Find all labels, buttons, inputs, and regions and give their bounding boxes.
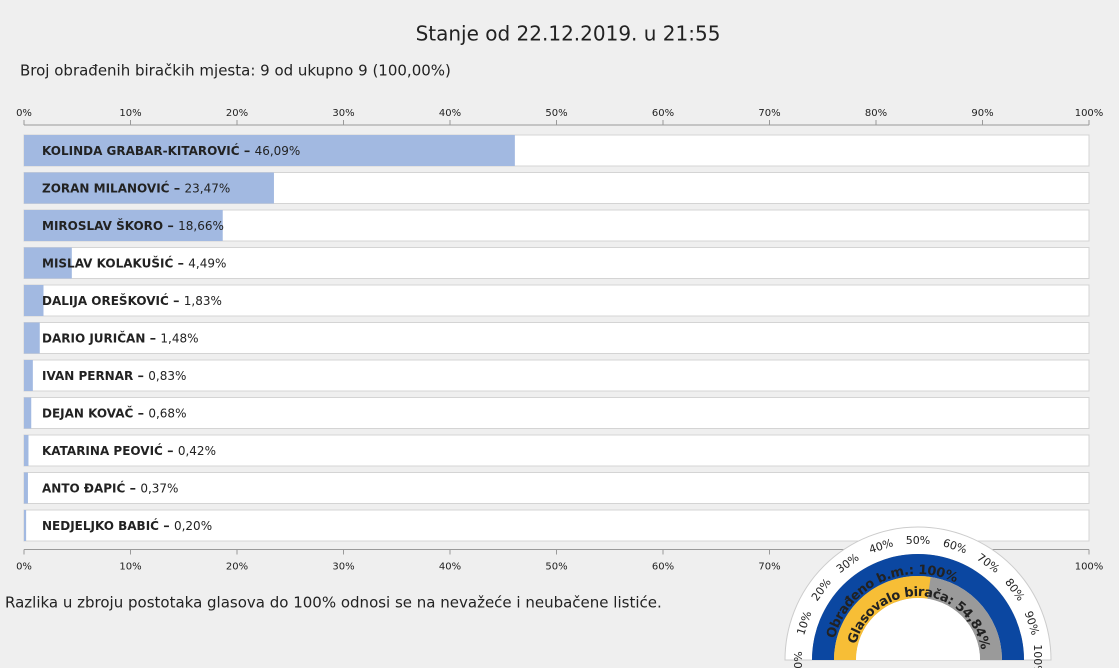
label-separator <box>174 188 180 190</box>
bar <box>24 472 28 504</box>
x-tick-label: 100% <box>1075 108 1104 119</box>
chart-note: Razlika u zbroju postotaka glasova do 10… <box>5 594 662 612</box>
bar-track <box>23 284 1090 317</box>
bar-category-label: KOLINDA GRABAR-KITAROVIĆ <box>42 143 240 158</box>
bar <box>24 135 515 166</box>
x-tick-label: 90% <box>971 108 993 119</box>
bar-value-label: 0,83% <box>148 369 186 383</box>
chart-subtitle: Broj obrađenih biračkih mjesta: 9 od uku… <box>20 62 451 80</box>
x-tick-label: 40% <box>439 562 461 573</box>
x-tick-label: 30% <box>332 562 354 573</box>
label-separator <box>138 375 144 378</box>
x-tick-label: 10% <box>119 562 141 573</box>
gauge-tick-label: 0% <box>792 651 805 668</box>
label-separator <box>244 150 250 153</box>
label-separator <box>138 413 144 415</box>
bar-value-label: 46,09% <box>255 144 301 158</box>
bar-track <box>23 247 1090 279</box>
gauge-tick-label: 100% <box>1031 644 1044 668</box>
bar-category-label: MIROSLAV ŠKORO <box>42 218 163 233</box>
bar-value-label: 18,66% <box>178 219 224 233</box>
x-tick-label: 70% <box>758 562 780 573</box>
label-separator <box>167 450 173 453</box>
gauge-tick-label: 50% <box>906 534 930 547</box>
x-tick-label: 50% <box>545 562 567 573</box>
x-tick-label: 100% <box>1075 562 1104 573</box>
gauge-arc <box>812 553 1024 660</box>
x-tick-label: 30% <box>332 108 354 119</box>
bar-value-label: 1,83% <box>184 294 222 308</box>
bar <box>24 360 33 391</box>
bar-category-label: DARIO JURIČAN <box>42 331 145 346</box>
x-tick-label: 40% <box>439 108 461 119</box>
x-tick-label: 20% <box>226 108 248 119</box>
bar-category-label: ANTO ĐAPIĆ <box>42 481 125 496</box>
bar-category-label: MISLAV KOLAKUŠIĆ <box>42 256 173 271</box>
bar <box>24 510 27 541</box>
bar <box>24 435 29 466</box>
bar <box>24 172 274 204</box>
bar-category-label: DALIJA OREŠKOVIĆ <box>42 293 169 308</box>
bar-category-label: IVAN PERNAR <box>42 369 133 383</box>
bar-value-label: 0,37% <box>140 482 178 496</box>
bar <box>24 247 72 279</box>
x-tick-label: 70% <box>758 108 780 119</box>
bar <box>24 397 32 429</box>
label-separator <box>178 263 184 265</box>
bar-value-label: 0,42% <box>178 444 216 458</box>
label-separator <box>130 488 136 490</box>
gauge-center <box>856 597 980 660</box>
label-separator <box>150 338 156 340</box>
x-tick-label: 0% <box>16 108 32 119</box>
bar-value-label: 1,48% <box>160 332 198 346</box>
bar-value-label: 4,49% <box>188 257 226 271</box>
bar-category-label: KATARINA PEOVIĆ <box>42 443 163 458</box>
x-tick-label: 60% <box>652 562 674 573</box>
bar-track <box>23 397 1090 429</box>
bar <box>24 285 44 316</box>
bar-track <box>23 472 1090 504</box>
label-separator <box>163 525 169 528</box>
x-tick-label: 60% <box>652 108 674 119</box>
bar-category-label: NEDJELJKO BABIĆ <box>42 518 159 533</box>
x-tick-label: 0% <box>16 562 32 573</box>
label-separator <box>173 300 179 303</box>
x-tick-label: 80% <box>865 108 887 119</box>
bar <box>24 322 40 354</box>
bar-value-label: 23,47% <box>184 182 230 196</box>
x-tick-label: 50% <box>545 108 567 119</box>
label-separator <box>168 225 174 228</box>
bar <box>24 210 223 241</box>
bar-category-label: ZORAN MILANOVIĆ <box>42 181 170 196</box>
x-tick-label: 10% <box>119 108 141 119</box>
x-tick-label: 20% <box>226 562 248 573</box>
bar-track <box>23 322 1090 354</box>
gauge-arc <box>834 576 931 660</box>
chart-title: Stanje od 22.12.2019. u 21:55 <box>416 22 721 46</box>
bar-category-label: DEJAN KOVAČ <box>42 406 134 421</box>
bar-value-label: 0,68% <box>148 407 186 421</box>
bar-track <box>23 359 1090 392</box>
bar-value-label: 0,20% <box>174 519 212 533</box>
